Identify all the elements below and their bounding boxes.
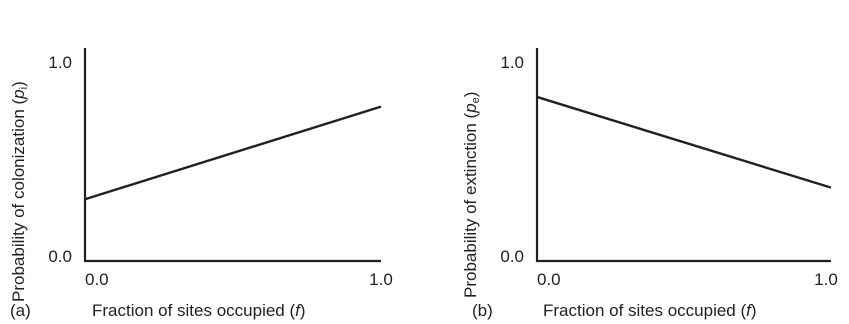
panel-a-xlabel-var: f [295, 301, 302, 320]
panel-b-xlabel-main: Fraction of sites occupied ( [543, 301, 746, 320]
panel-a-y-axis-label: Probability of colonization (pi) [9, 81, 30, 302]
panel-b-x-axis-label: Fraction of sites occupied (f) [543, 301, 757, 320]
panel-b-ytick-top: 1.0 [500, 53, 524, 72]
panel-b-ylabel-var: p [461, 103, 480, 113]
panel-b-ylabel-end: ) [461, 92, 480, 98]
panel-a-xtick-left: 0.0 [85, 270, 109, 289]
panel-a-xtick-right: 1.0 [369, 270, 393, 289]
panel-a: 1.0 0.0 0.0 1.0 (a) Fraction of sites oc… [9, 48, 393, 320]
panel-b-xlabel-var: f [746, 301, 753, 320]
panel-a-ylabel-main: Probability of colonization ( [9, 98, 28, 302]
panel-b: 1.0 0.0 0.0 1.0 (b) Fraction of sites oc… [461, 48, 838, 320]
panel-a-ytick-bottom: 0.0 [48, 247, 72, 266]
panel-a-ylabel-end: ) [9, 81, 28, 87]
panel-b-xtick-right: 1.0 [814, 270, 838, 289]
panel-b-xlabel-end: ) [751, 301, 757, 320]
panel-a-label: (a) [10, 301, 31, 320]
panel-b-label: (b) [472, 301, 493, 320]
panel-b-ylabel-main: Probability of extinction ( [461, 112, 480, 298]
panel-a-ytick-top: 1.0 [48, 53, 72, 72]
panel-b-ytick-bottom: 0.0 [500, 247, 524, 266]
panel-a-x-axis-label: Fraction of sites occupied (f) [92, 301, 306, 320]
panel-b-xtick-left: 0.0 [537, 270, 561, 289]
panel-a-ylabel-var: p [9, 89, 28, 99]
panel-b-ylabel-sub: e [470, 97, 482, 103]
panel-a-ylabel-sub: i [18, 87, 30, 89]
panel-b-series-line [536, 95, 832, 189]
panel-a-series-line [84, 105, 382, 201]
panel-a-xlabel-main: Fraction of sites occupied ( [92, 301, 295, 320]
panel-a-xlabel-end: ) [300, 301, 306, 320]
panel-b-y-axis-label: Probability of extinction (pe) [461, 92, 482, 298]
